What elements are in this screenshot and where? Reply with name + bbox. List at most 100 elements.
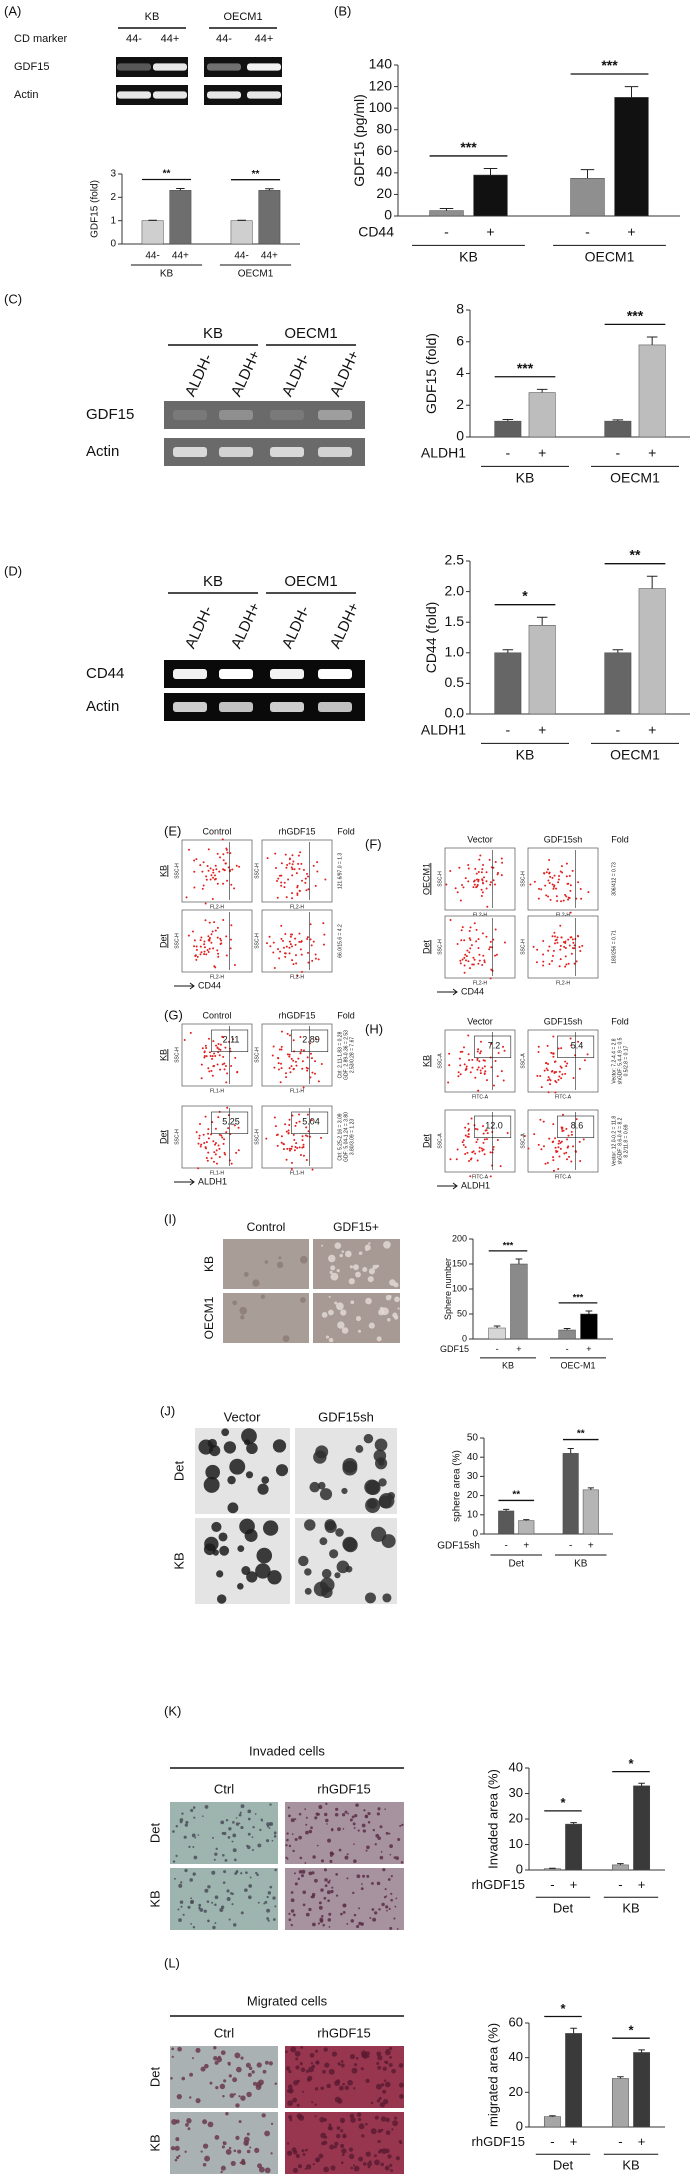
event-dot bbox=[225, 1081, 228, 1084]
y-tick-label: 2.5 bbox=[445, 552, 465, 568]
bar bbox=[614, 97, 649, 217]
cell-blob bbox=[220, 2170, 223, 2174]
event-dot bbox=[286, 1032, 289, 1035]
cell-blob bbox=[262, 1520, 279, 1536]
event-dot bbox=[476, 878, 479, 881]
event-dot bbox=[224, 1046, 227, 1049]
cell-blob bbox=[324, 2062, 330, 2068]
cell-blob bbox=[231, 1903, 234, 1906]
significance-label: *** bbox=[503, 1240, 514, 1250]
cell-blob bbox=[319, 1537, 328, 1546]
event-dot bbox=[557, 1078, 560, 1081]
event-dot bbox=[553, 885, 556, 888]
event-dot bbox=[474, 1076, 477, 1079]
event-dot bbox=[292, 1068, 295, 1071]
event-dot bbox=[294, 954, 297, 957]
y-axis-label: SSC-H bbox=[174, 1129, 180, 1145]
significance-label: * bbox=[628, 2022, 634, 2037]
cell-blob bbox=[264, 2167, 271, 2174]
cell-blob bbox=[244, 1528, 258, 1542]
event-dot bbox=[209, 867, 212, 870]
event-dot bbox=[569, 911, 572, 914]
event-dot bbox=[497, 871, 500, 874]
event-dot bbox=[485, 880, 488, 883]
cell-blob bbox=[349, 1818, 353, 1822]
event-dot bbox=[280, 884, 283, 887]
event-dot bbox=[566, 1138, 569, 1141]
error-bar bbox=[563, 1328, 571, 1330]
cell-blob bbox=[240, 1872, 243, 1875]
event-dot bbox=[282, 1143, 285, 1146]
gel-group-label: OECM1 bbox=[223, 11, 262, 23]
band bbox=[173, 409, 207, 421]
event-dot bbox=[288, 940, 291, 943]
cell-blob bbox=[401, 1823, 404, 1827]
event-dot bbox=[218, 1133, 221, 1136]
cell-blob bbox=[229, 1458, 246, 1475]
event-dot bbox=[560, 900, 563, 903]
event-dot bbox=[300, 970, 303, 973]
cell-blob bbox=[294, 2050, 301, 2057]
cell-blob bbox=[349, 2054, 356, 2060]
cell-blob bbox=[384, 2165, 390, 2171]
event-dot bbox=[527, 1147, 530, 1150]
event-dot bbox=[494, 928, 497, 931]
fold-header: Fold bbox=[337, 1010, 355, 1020]
cell-blob bbox=[380, 2116, 387, 2122]
event-dot bbox=[449, 869, 452, 872]
event-dot bbox=[489, 946, 492, 949]
cell-blob bbox=[180, 1881, 183, 1884]
event-dot bbox=[285, 1076, 288, 1079]
cell-blob bbox=[355, 1271, 361, 1278]
cell-blob bbox=[179, 1900, 184, 1904]
event-dot bbox=[227, 866, 230, 869]
event-dot bbox=[553, 1071, 556, 1074]
cell-blob bbox=[312, 2163, 316, 2166]
event-dot bbox=[465, 1065, 468, 1068]
event-dot bbox=[554, 1091, 557, 1094]
cell-blob bbox=[269, 1822, 274, 1826]
bar bbox=[565, 2033, 583, 2128]
event-dot bbox=[559, 958, 562, 961]
group-label: KB bbox=[160, 269, 174, 280]
event-dot bbox=[275, 1134, 278, 1137]
cell-blob bbox=[365, 1497, 381, 1513]
row-label: GDF15 bbox=[86, 406, 134, 423]
row-label: KB bbox=[147, 1890, 162, 1907]
bar bbox=[510, 1263, 528, 1340]
cell-blob bbox=[340, 2129, 344, 2133]
cell-blob bbox=[399, 1825, 402, 1828]
event-dot bbox=[298, 940, 301, 943]
micrograph bbox=[170, 1868, 278, 1930]
event-dot bbox=[207, 1067, 210, 1070]
event-dot bbox=[219, 937, 222, 940]
cell-blob bbox=[310, 2062, 314, 2065]
band bbox=[270, 446, 304, 458]
cell-blob bbox=[367, 1811, 371, 1816]
cell-blob bbox=[232, 1821, 235, 1824]
cell-blob bbox=[381, 1902, 385, 1907]
cell-blob bbox=[342, 2153, 345, 2157]
event-dot bbox=[217, 955, 220, 958]
cell-blob bbox=[254, 1813, 257, 1815]
cell-blob bbox=[344, 1855, 349, 1860]
cell-blob bbox=[341, 1487, 348, 1495]
cell-blob bbox=[222, 2095, 225, 2098]
event-dot bbox=[548, 963, 551, 966]
cell-blob bbox=[288, 1912, 291, 1915]
event-dot bbox=[212, 1140, 215, 1143]
event-dot bbox=[464, 953, 467, 956]
cell-blob bbox=[240, 2160, 246, 2165]
event-dot bbox=[216, 1046, 219, 1049]
cell-blob bbox=[374, 2115, 379, 2120]
event-dot bbox=[195, 945, 198, 948]
event-dot bbox=[230, 1065, 233, 1068]
event-dot bbox=[207, 1128, 210, 1131]
event-dot bbox=[229, 947, 232, 950]
cell-blob bbox=[311, 2064, 316, 2069]
cell-blob bbox=[372, 1828, 375, 1832]
event-dot bbox=[546, 868, 549, 871]
group-label: OECM1 bbox=[238, 269, 274, 280]
event-dot bbox=[532, 945, 535, 948]
event-dot bbox=[480, 888, 483, 891]
